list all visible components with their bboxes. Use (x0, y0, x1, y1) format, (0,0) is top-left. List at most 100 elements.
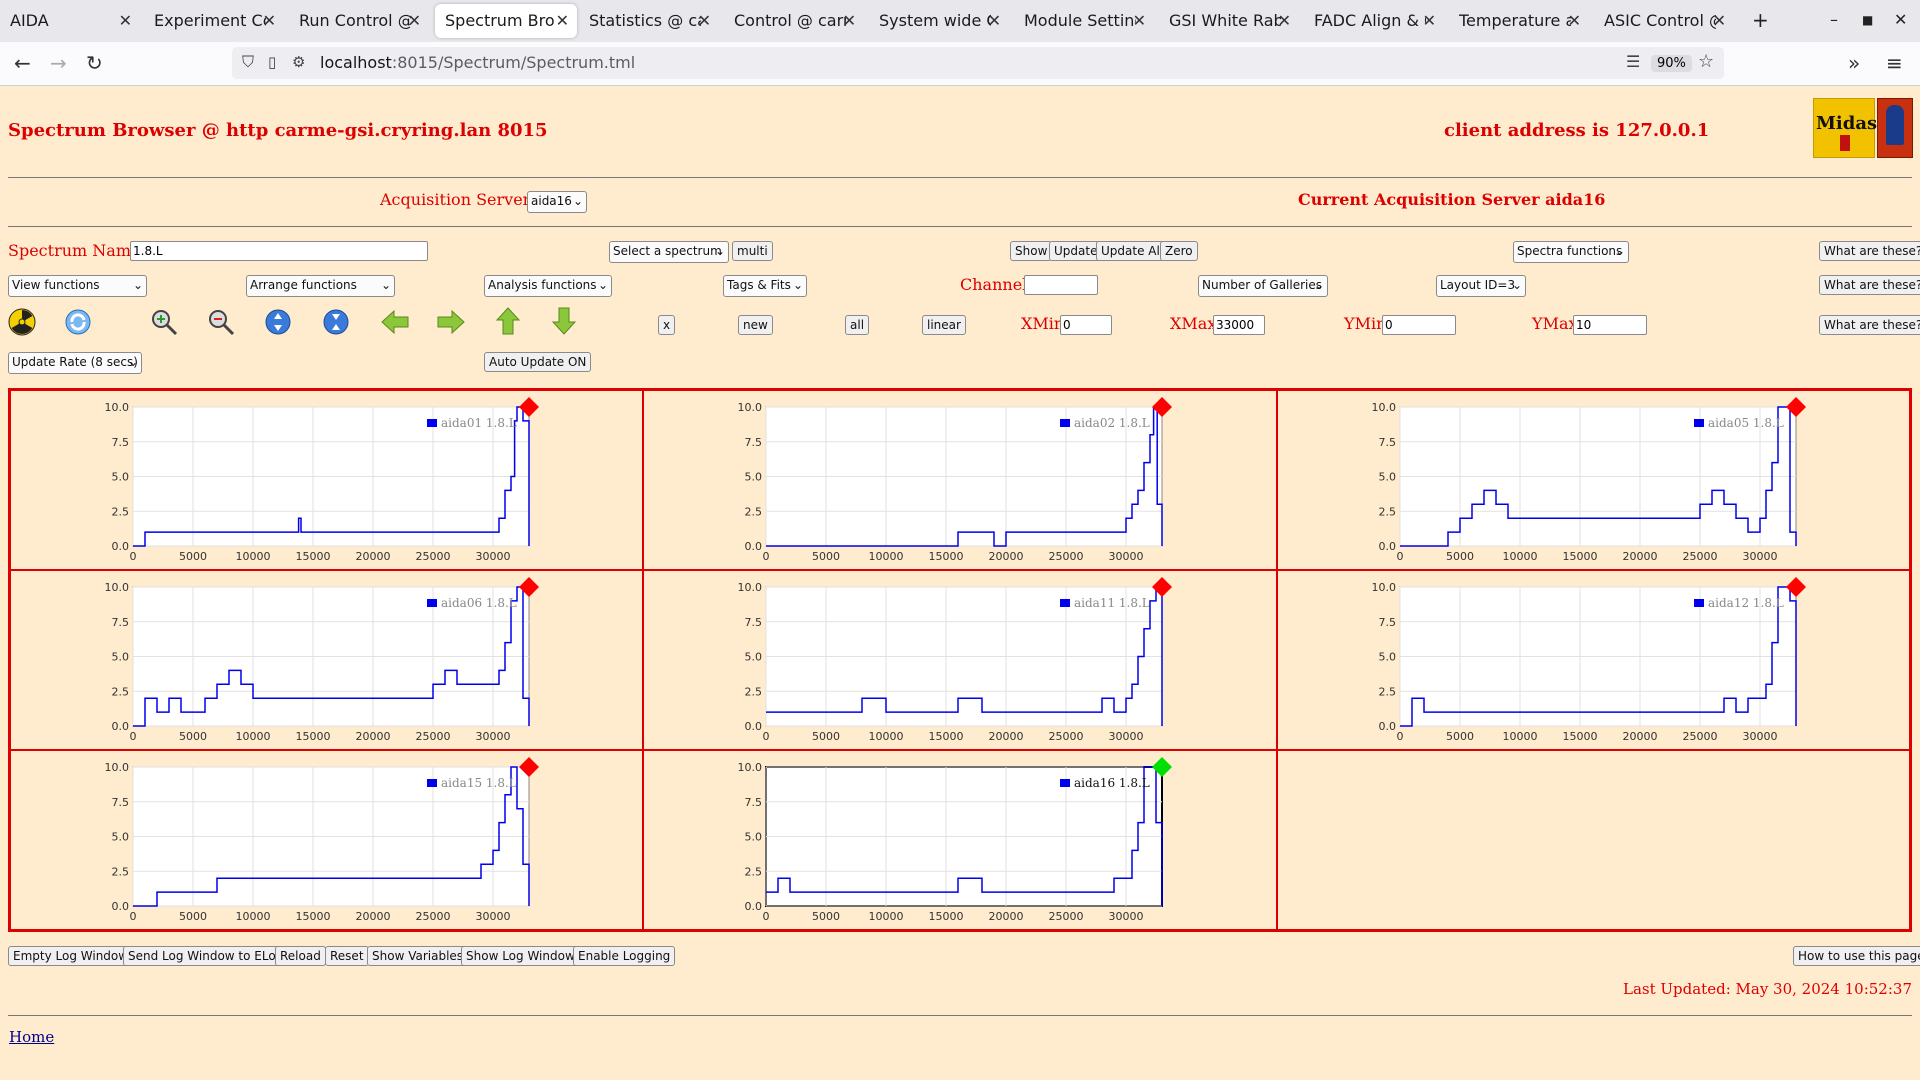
spectrum-chart[interactable]: 0.0 2.5 5.0 7.5 10.0 0 5000 10000 15000 20000 2500… (11, 571, 642, 749)
minimize-icon[interactable]: – (1830, 10, 1838, 29)
tab-temperature[interactable]: Temperature and✕ (1449, 4, 1589, 38)
what-are-these-button[interactable]: What are these? (1819, 275, 1920, 295)
refresh-icon[interactable] (64, 308, 92, 343)
overflow-menu-icon[interactable]: » (1848, 51, 1861, 75)
update-rate-dropdown[interactable]: Update Rate (8 secs) ⌄ (8, 352, 142, 374)
show-log-window-button[interactable]: Show Log Window (461, 946, 580, 966)
zoom-out-icon[interactable] (207, 308, 235, 343)
new-button[interactable]: new (738, 315, 773, 335)
arrow-right-icon[interactable] (436, 308, 466, 343)
update-button[interactable]: Update (1049, 241, 1103, 261)
what-are-these-button[interactable]: What are these? (1819, 315, 1920, 335)
shield-icon[interactable]: ⛉ (242, 52, 255, 71)
close-icon[interactable]: ✕ (697, 11, 711, 30)
empty-log-window-button[interactable]: Empty Log Window (8, 946, 134, 966)
reload-button[interactable]: Reload (275, 946, 326, 966)
ymax-input[interactable] (1573, 315, 1647, 335)
x-button[interactable]: x (658, 315, 676, 335)
close-icon[interactable]: ✕ (118, 11, 132, 30)
tab-control[interactable]: Control @ carme✕ (724, 4, 864, 38)
select-spectrum-dropdown[interactable]: Select a spectrum ⌄ (609, 241, 729, 263)
spectrum-panel[interactable]: 0.0 2.5 5.0 7.5 10.0 0 5000 10000 15000 20000 2500… (643, 570, 1277, 750)
spectrum-panel[interactable]: 0.0 2.5 5.0 7.5 10.0 0 5000 10000 15000 20000 2500… (643, 750, 1277, 930)
tab-system-wide-checks[interactable]: System wide Che✕ (869, 4, 1009, 38)
auto-update-button[interactable]: Auto Update ON (484, 352, 592, 372)
reload-icon[interactable]: ↻ (86, 51, 103, 75)
acq-server-select[interactable]: aida16 ⌄ (527, 191, 587, 213)
tab-module-settings[interactable]: Module Settings✕ (1014, 4, 1154, 38)
number-of-galleries-dropdown[interactable]: Number of Galleries ⌄ (1198, 275, 1328, 297)
compress-vertical-icon[interactable] (322, 308, 350, 343)
tab-spectrum-browser[interactable]: Spectrum Brows✕ (435, 4, 577, 38)
bookmark-star-icon[interactable]: ☆ (1698, 51, 1715, 72)
spectrum-chart[interactable]: 0.0 2.5 5.0 7.5 10.0 0 5000 10000 15000 20000 2500… (11, 391, 642, 569)
spectrum-panel[interactable]: 0.0 2.5 5.0 7.5 10.0 0 5000 10000 15000 20000 2500… (1276, 390, 1910, 570)
window-close-icon[interactable]: ✕ (1894, 10, 1908, 29)
close-icon[interactable]: ✕ (987, 11, 1001, 30)
spectrum-panel[interactable]: 0.0 2.5 5.0 7.5 10.0 0 5000 10000 15000 20000 2500… (10, 570, 644, 750)
tab-aida[interactable]: AIDA ✕ (0, 4, 140, 38)
close-icon[interactable]: ✕ (407, 11, 421, 30)
all-button[interactable]: all (845, 315, 870, 335)
close-icon[interactable]: ✕ (1277, 11, 1291, 30)
tab-asic-control[interactable]: ASIC Control @ c✕ (1594, 4, 1734, 38)
page-icon[interactable]: ▯ (268, 53, 277, 71)
arrange-functions-dropdown[interactable]: Arrange functions ⌄ (246, 275, 395, 297)
spectrum-chart[interactable]: 0.0 2.5 5.0 7.5 10.0 0 5000 10000 15000 20000 2500… (1278, 571, 1909, 749)
how-to-use-button[interactable]: How to use this page (1793, 946, 1920, 966)
zoom-level[interactable]: 90% (1651, 55, 1692, 72)
spectrum-panel[interactable]: 0.0 2.5 5.0 7.5 10.0 0 5000 10000 15000 20000 2500… (10, 390, 644, 570)
what-are-these-button[interactable]: What are these? (1819, 241, 1920, 261)
back-icon[interactable]: ← (14, 51, 31, 75)
arrow-left-icon[interactable] (380, 308, 410, 343)
close-icon[interactable]: ✕ (1567, 11, 1581, 30)
close-icon[interactable]: ✕ (1712, 11, 1726, 30)
url-bar[interactable]: ⛉ ▯ ⚙ localhost:8015/Spectrum/Spectrum.t… (232, 47, 1724, 79)
new-tab-icon[interactable]: + (1752, 8, 1769, 32)
enable-logging-button[interactable]: Enable Logging (573, 946, 676, 966)
linear-button[interactable]: linear (922, 315, 966, 335)
channel-input[interactable] (1024, 275, 1098, 295)
close-icon[interactable]: ✕ (842, 11, 856, 30)
multi-button[interactable]: multi (732, 241, 773, 261)
close-icon[interactable]: ✕ (262, 11, 276, 30)
view-functions-dropdown[interactable]: View functions ⌄ (8, 275, 147, 297)
spectra-functions-dropdown[interactable]: Spectra functions ⌄ (1513, 241, 1629, 263)
maximize-icon[interactable]: ■ (1862, 13, 1874, 27)
send-log-to-elog-button[interactable]: Send Log Window to ELog (123, 946, 289, 966)
reset-button[interactable]: Reset (325, 946, 369, 966)
analysis-functions-dropdown[interactable]: Analysis functions ⌄ (484, 275, 612, 297)
update-all-button[interactable]: Update All (1096, 241, 1169, 261)
expand-vertical-icon[interactable] (264, 308, 292, 343)
zoom-in-icon[interactable] (150, 308, 178, 343)
tab-fadc-align[interactable]: FADC Align & Co✕ (1304, 4, 1444, 38)
radiation-icon[interactable] (8, 308, 36, 343)
show-button[interactable]: Show (1010, 241, 1053, 261)
home-link[interactable]: Home (9, 1028, 55, 1046)
tab-experiment-control[interactable]: Experiment Cont✕ (144, 4, 284, 38)
zero-button[interactable]: Zero (1160, 241, 1198, 261)
close-icon[interactable]: ✕ (555, 11, 569, 30)
forward-icon[interactable]: → (50, 51, 67, 75)
spectrum-chart[interactable]: 0.0 2.5 5.0 7.5 10.0 0 5000 10000 15000 20000 2500… (1278, 391, 1909, 569)
reader-view-icon[interactable]: ☰ (1626, 52, 1641, 71)
tab-statistics[interactable]: Statistics @ carm✕ (579, 4, 719, 38)
xmax-input[interactable] (1213, 315, 1265, 335)
xmin-input[interactable] (1060, 315, 1112, 335)
spectrum-name-input[interactable] (130, 241, 428, 261)
show-variables-button[interactable]: Show Variables (367, 946, 469, 966)
layout-dropdown[interactable]: Layout ID=3 ⌄ (1436, 275, 1526, 297)
spectrum-chart[interactable]: 0.0 2.5 5.0 7.5 10.0 0 5000 10000 15000 20000 2500… (644, 571, 1275, 749)
ymin-input[interactable] (1382, 315, 1456, 335)
app-menu-icon[interactable]: ≡ (1886, 51, 1903, 75)
tab-gsi-white-rabbit[interactable]: GSI White Rabbit✕ (1159, 4, 1299, 38)
tags-fits-dropdown[interactable]: Tags & Fits ⌄ (723, 275, 807, 297)
spectrum-panel[interactable]: 0.0 2.5 5.0 7.5 10.0 0 5000 10000 15000 20000 2500… (10, 750, 644, 930)
spectrum-chart[interactable]: 0.0 2.5 5.0 7.5 10.0 0 5000 10000 15000 20000 2500… (644, 391, 1275, 569)
spectrum-chart[interactable]: 0.0 2.5 5.0 7.5 10.0 0 5000 10000 15000 20000 2500… (644, 751, 1275, 929)
arrow-up-icon[interactable] (494, 306, 522, 343)
arrow-down-icon[interactable] (550, 306, 578, 343)
spectrum-chart[interactable]: 0.0 2.5 5.0 7.5 10.0 0 5000 10000 15000 20000 2500… (11, 751, 642, 929)
permissions-icon[interactable]: ⚙ (292, 53, 306, 71)
spectrum-panel[interactable]: 0.0 2.5 5.0 7.5 10.0 0 5000 10000 15000 20000 2500… (643, 390, 1277, 570)
